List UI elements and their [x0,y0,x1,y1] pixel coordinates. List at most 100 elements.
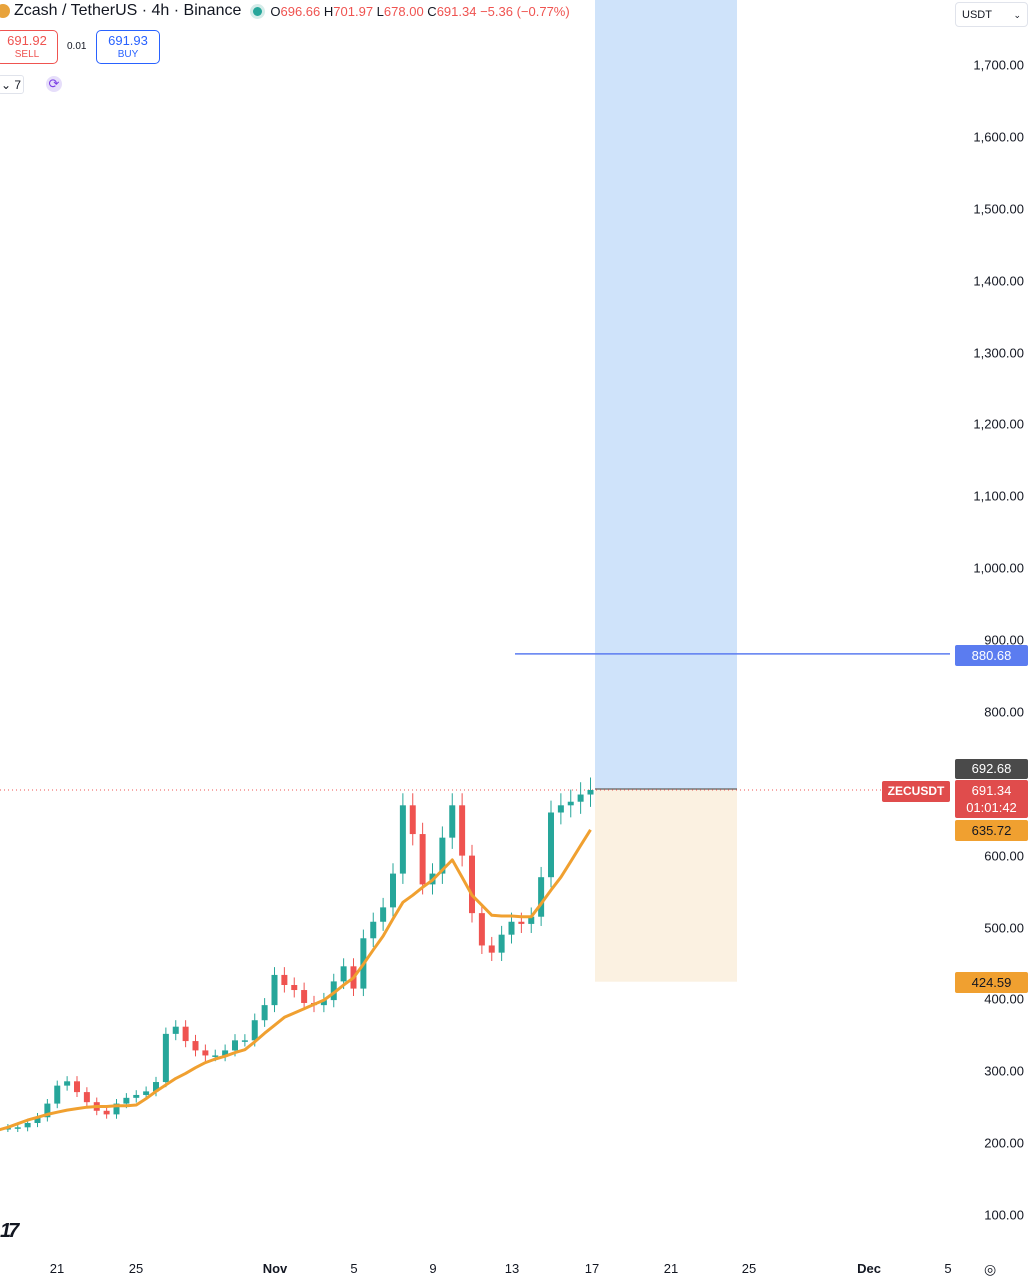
buy-label: BUY [117,49,139,60]
chevron-down-icon: ⌄ [1,78,12,92]
price-axis[interactable]: 1,700.00 1,600.00 1,500.00 1,400.00 1,300.00… [950,0,1031,1280]
ohlc-values: O696.66 H701.97 L678.00 C691.34 −5.36 (−… [270,4,569,19]
time-tick-label: Dec [857,1261,881,1276]
candle-body [133,1094,140,1098]
high-value: 701.97 [333,3,374,19]
last-price-label: 691.34 01:01:42 [955,780,1028,818]
time-tick-label: 25 [741,1261,757,1276]
sell-button[interactable]: 691.92 SELL [0,30,58,64]
candle-body [577,794,584,802]
candle-body [162,1033,169,1083]
time-tick-label: 5 [944,1261,952,1276]
time-tick-label: 9 [429,1261,437,1276]
candle-body [518,921,525,924]
candle-body [54,1085,61,1104]
entry-price-label: 692.68 [955,759,1028,779]
price-tick-label: 1,600.00 [973,129,1024,145]
price-tick-label: 1,700.00 [973,57,1024,73]
time-tick-label: 13 [504,1261,520,1276]
time-tick-label: 17 [584,1261,600,1276]
symbol-label: ZECUSDT [882,781,950,802]
last-price-value: 691.34 [971,783,1012,798]
candle-body [439,837,446,874]
chevron-down-icon: ⌄ [1013,10,1021,20]
candle-body [103,1110,110,1115]
indicator-count: 7 [14,78,22,92]
candle-body [153,1082,159,1092]
price-chart[interactable] [0,0,950,1255]
buy-button[interactable]: 691.93 BUY [96,30,160,64]
candle-body [508,921,515,935]
bar-countdown: 01:01:42 [966,800,1017,815]
candle-body [320,1000,327,1006]
stop-price-label: 424.59 [955,972,1028,993]
candle-body [113,1103,120,1115]
tradingview-logo[interactable]: 17 [0,1220,19,1242]
candle-body [271,974,278,1006]
currency-value: USDT [962,9,992,21]
candle-body [567,801,574,806]
candle-body [202,1050,209,1056]
target-zone [595,0,737,790]
change-value: −5.36 (−0.77%) [480,3,570,19]
candle-body [469,855,475,914]
candle-body [123,1097,130,1104]
candle-body [281,974,288,985]
time-tick-label: 21 [663,1261,679,1276]
buy-price: 691.93 [108,33,148,48]
target-price-label: 880.68 [955,645,1028,666]
low-value: 678.00 [383,3,424,19]
price-tick-label: 400.00 [984,991,1024,1007]
open-label: O [270,3,281,19]
candle-body [330,981,337,1001]
symbol-title[interactable]: Zcash / TetherUS · 4h · Binance [14,2,242,19]
high-label: H [323,3,334,19]
time-tick-label: Nov [262,1261,288,1276]
candle-body [34,1117,41,1123]
price-tick-label: 1,400.00 [973,273,1024,289]
open-value: 696.66 [280,3,321,19]
candle-body [74,1081,80,1093]
candle-body [528,916,535,924]
low-label: L [376,3,384,19]
candle-body [409,805,416,835]
candle-body [83,1092,90,1103]
settings-icon[interactable]: ◎ [984,1261,997,1277]
currency-dropdown[interactable]: USDT ⌄ [955,2,1028,27]
price-tick-label: 800.00 [984,704,1024,720]
candle-body [222,1050,229,1056]
candle-body [291,985,298,991]
price-tick-label: 100.00 [984,1207,1024,1223]
price-tick-label: 1,500.00 [973,201,1024,217]
candle-body [488,945,495,953]
candle-body [182,1026,189,1042]
candle-body [380,907,387,922]
close-value: 691.34 [436,3,477,19]
zcash-logo-icon [0,4,10,18]
moving-average-line [0,829,592,1132]
moving-average-label: 635.72 [955,820,1028,841]
candle-body [14,1127,21,1129]
price-tick-label: 1,200.00 [973,416,1024,432]
price-tick-label: 1,000.00 [973,560,1024,576]
price-tick-label: 600.00 [984,848,1024,864]
candle-body [261,1005,268,1021]
close-label: C [427,3,437,19]
candle-body [241,1040,248,1042]
candle-body [340,966,347,982]
price-tick-label: 1,300.00 [973,345,1024,360]
candle-body [64,1081,71,1086]
price-tick-label: 500.00 [984,920,1024,935]
candle-body [44,1103,51,1118]
refresh-icon[interactable]: ⟳ [46,76,62,92]
candle-body [587,789,594,795]
candle-body [459,805,466,856]
indicators-collapse-button[interactable]: ⌄ 7 [0,75,24,94]
price-tick-label: 200.00 [984,1135,1024,1151]
symbol-header: Zcash / TetherUS · 4h · Binance O696.66 … [0,2,570,20]
candle-body [251,1020,258,1041]
sell-price: 691.92 [7,33,47,48]
candle-body [370,921,377,939]
price-tick-label: 900.00 [984,632,1024,648]
candle-body [24,1123,31,1128]
